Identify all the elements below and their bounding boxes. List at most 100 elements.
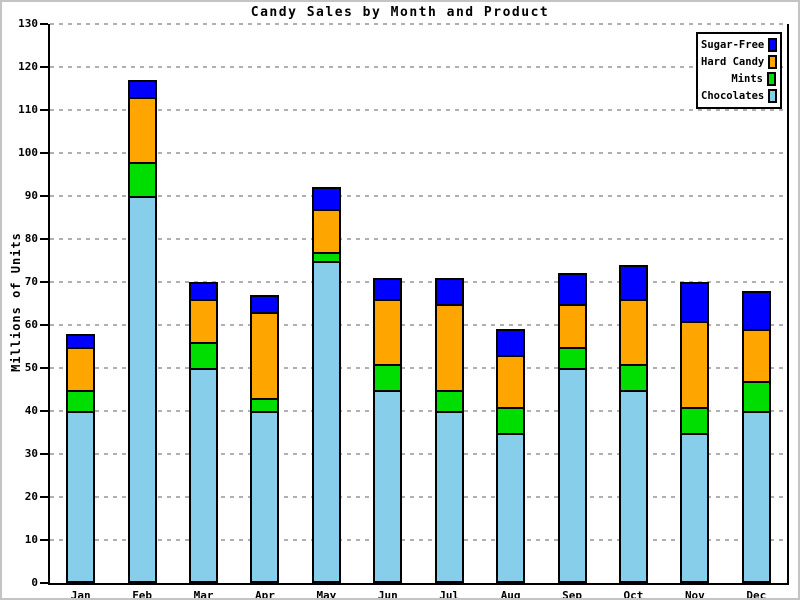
bar-segment-Jun-mints: [373, 363, 403, 392]
bar-segment-Oct-mints: [618, 363, 648, 392]
bar-segment-May-hard-candy: [311, 208, 341, 254]
bar-segment-Dec-sugar-free: [741, 290, 771, 332]
bar-segment-Dec-mints: [741, 380, 771, 413]
bar-segment-Aug-mints: [496, 406, 526, 435]
y-axis-tick-label: 30: [24, 447, 38, 460]
y-axis-tick-80: [40, 238, 48, 240]
bar-segment-Dec-chocolates: [741, 411, 771, 583]
bar-segment-Jan-chocolates: [66, 411, 96, 583]
y-axis-title: Millions of Units: [9, 232, 23, 372]
bar-segment-May-chocolates: [311, 260, 341, 583]
y-axis-tick-label: 100: [18, 146, 38, 159]
y-axis-tick-10: [40, 539, 48, 541]
y-axis-tick-0: [40, 582, 48, 584]
gridline-120: [50, 66, 787, 68]
bar-segment-Jul-hard-candy: [434, 303, 464, 392]
legend-label: Hard Candy: [701, 56, 765, 68]
y-axis-tick-label: 20: [24, 490, 38, 503]
y-axis-tick-70: [40, 281, 48, 283]
gridline-80: [50, 238, 787, 240]
bar-segment-Sep-hard-candy: [557, 303, 587, 349]
y-axis-tick-label: 0: [31, 576, 38, 589]
bar-segment-Sep-sugar-free: [557, 273, 587, 306]
x-axis-label-Nov: Nov: [684, 589, 705, 600]
legend-label: Sugar-Free: [701, 39, 765, 51]
bar-segment-Apr-chocolates: [250, 411, 280, 583]
bar-segment-Aug-chocolates: [496, 432, 526, 583]
bar-segment-May-sugar-free: [311, 187, 341, 211]
legend-box: Sugar-Free Hard Candy Mints Chocolates: [696, 32, 782, 109]
y-axis-tick-110: [40, 109, 48, 111]
bar-segment-Aug-sugar-free: [496, 329, 526, 358]
x-axis-label-Apr: Apr: [255, 589, 275, 600]
gridline-30: [50, 453, 787, 455]
bar-segment-Jul-mints: [434, 389, 464, 413]
gridline-40: [50, 410, 787, 412]
y-axis-tick-label: 60: [24, 318, 38, 331]
bar-segment-Jan-mints: [66, 389, 96, 413]
gridline-20: [50, 496, 787, 498]
bar-segment-Aug-hard-candy: [496, 355, 526, 409]
gridline-60: [50, 324, 787, 326]
gridline-130: [50, 23, 787, 25]
x-axis-label-Sep: Sep: [562, 589, 582, 600]
gridline-50: [50, 367, 787, 369]
bar-segment-Jun-sugar-free: [373, 277, 403, 302]
bar-segment-Jan-hard-candy: [66, 346, 96, 392]
gridline-110: [50, 109, 787, 111]
y-axis-tick-50: [40, 367, 48, 369]
legend-label: Mints: [731, 73, 763, 85]
bar-segment-Nov-hard-candy: [680, 320, 710, 409]
y-axis-tick-40: [40, 410, 48, 412]
gridline-90: [50, 195, 787, 197]
bar-segment-Nov-mints: [680, 406, 710, 435]
x-axis-label-Dec: Dec: [746, 589, 767, 600]
y-axis-tick-90: [40, 195, 48, 197]
x-axis-label-Jan: Jan: [70, 589, 91, 600]
legend-row-mints: Mints: [701, 72, 776, 86]
bar-segment-Oct-hard-candy: [618, 299, 648, 366]
bar-segment-Apr-mints: [250, 398, 280, 413]
y-axis-tick-label: 80: [24, 232, 38, 245]
y-axis-tick-label: 130: [18, 17, 38, 30]
y-axis-tick-label: 90: [24, 189, 38, 202]
bar-segment-Mar-sugar-free: [189, 282, 219, 302]
y-axis-tick-label: 120: [18, 60, 38, 73]
y-axis-tick-30: [40, 453, 48, 455]
legend-label: Chocolates: [701, 90, 765, 102]
gridline-70: [50, 281, 787, 283]
bar-segment-Nov-sugar-free: [680, 282, 710, 323]
bar-segment-Oct-sugar-free: [618, 264, 648, 302]
bar-segment-Dec-hard-candy: [741, 329, 771, 383]
bar-segment-Feb-mints: [127, 161, 157, 198]
x-axis-label-Oct: Oct: [623, 589, 644, 600]
bar-segment-Apr-sugar-free: [250, 294, 280, 315]
bar-segment-Jul-chocolates: [434, 411, 464, 583]
bar-segment-Apr-hard-candy: [250, 312, 280, 401]
gridline-100: [50, 152, 787, 154]
y-axis-tick-100: [40, 152, 48, 154]
legend-swatch-icon: [768, 38, 778, 52]
legend-swatch-icon: [767, 72, 776, 86]
y-axis-tick-20: [40, 496, 48, 498]
y-axis-tick-label: 70: [24, 275, 38, 288]
plot-area: 0 10 20 30 40 50 60 70 80 90 100 110 120 130 Jan Feb Mar…: [18, 17, 789, 598]
x-axis-label-Aug: Aug: [500, 589, 521, 600]
y-axis-tick-label: 10: [24, 533, 38, 546]
bar-segment-Jun-chocolates: [373, 389, 403, 583]
gridline-10: [50, 539, 787, 541]
bar-segment-Oct-chocolates: [618, 389, 648, 583]
x-axis-label-May: May: [316, 589, 337, 600]
legend-swatch-icon: [768, 55, 778, 69]
y-axis-tick-label: 110: [18, 103, 38, 116]
legend-swatch-icon: [768, 89, 778, 103]
bar-segment-Jul-sugar-free: [434, 277, 464, 306]
legend-row-sugar-free: Sugar-Free: [701, 38, 778, 52]
x-axis-label-Feb: Feb: [132, 589, 153, 600]
y-axis-tick-label: 50: [24, 361, 38, 374]
bar-segment-Mar-chocolates: [189, 368, 219, 583]
x-axis-label-Jun: Jun: [377, 589, 398, 600]
bar-segment-Mar-mints: [189, 342, 219, 370]
bar-segment-Feb-hard-candy: [127, 97, 157, 164]
